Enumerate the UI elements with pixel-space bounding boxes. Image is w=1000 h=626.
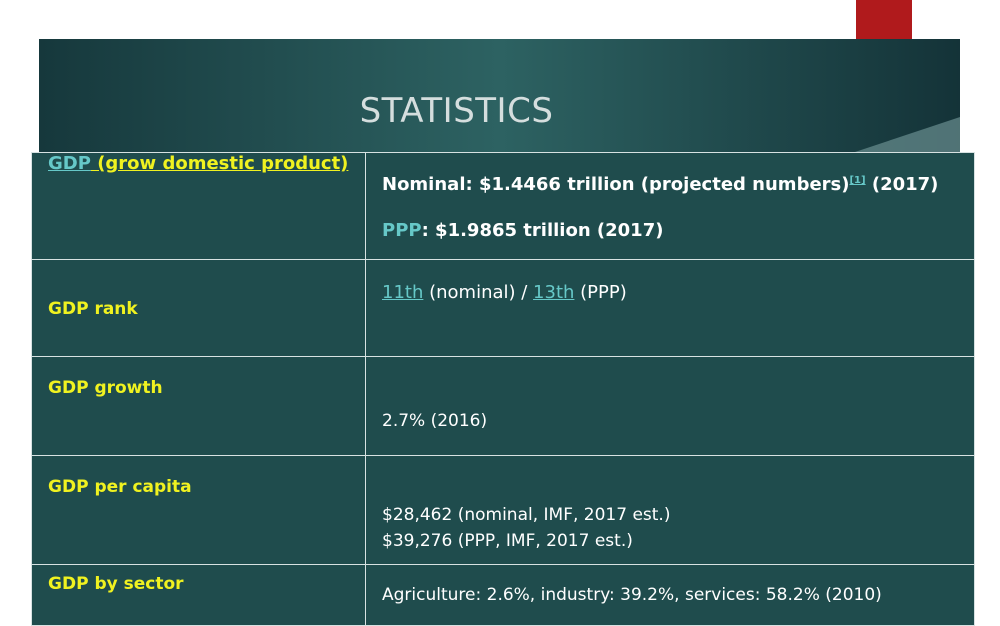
- gdp-per-capita-label-cell: GDP per capita: [31, 455, 366, 565]
- gdp-by-sector-label-cell: GDP by sector: [31, 564, 366, 626]
- table-row-gdp-per-capita: GDP per capita $28,462 (nominal, IMF, 20…: [31, 455, 975, 565]
- gdp-per-capita-nominal: $28,462 (nominal, IMF, 2017 est.): [382, 505, 671, 525]
- gdp-per-capita-ppp: $39,276 (PPP, IMF, 2017 est.): [382, 531, 633, 551]
- gdp-by-sector-value-cell: Agriculture: 2.6%, industry: 39.2%, serv…: [365, 564, 975, 626]
- rank-nominal-text: (nominal) /: [423, 282, 534, 303]
- rank-nominal-link[interactable]: 11th: [382, 282, 424, 303]
- gdp-full-name-link[interactable]: (grow domestic product): [90, 153, 349, 174]
- gdp-nominal-text: Nominal: $1.4466 trillion (projected num…: [382, 174, 850, 195]
- gdp-link[interactable]: GDP: [48, 153, 91, 174]
- gdp-growth-value-cell: 2.7% (2016): [365, 356, 975, 456]
- gdp-growth-label: GDP growth: [48, 378, 163, 398]
- gdp-rank-label: GDP rank: [48, 298, 138, 319]
- table-row-gdp-growth: GDP growth 2.7% (2016): [31, 356, 975, 456]
- table-row-gdp-rank: GDP rank 11th (nominal) / 13th (PPP): [31, 259, 975, 357]
- gdp-ppp-line: PPP: $1.9865 trillion (2017): [382, 218, 958, 244]
- citation-link[interactable]: [1]: [849, 175, 866, 186]
- table-row-gdp-by-sector: GDP by sector Agriculture: 2.6%, industr…: [31, 564, 975, 626]
- gdp-by-sector-value: Agriculture: 2.6%, industry: 39.2%, serv…: [382, 585, 882, 605]
- gdp-ppp-value: : $1.9865 trillion (2017): [421, 220, 664, 241]
- gdp-per-capita-label: GDP per capita: [48, 477, 192, 497]
- slide-title: STATISTICS: [359, 91, 554, 131]
- gdp-label-cell: GDP (grow domestic product): [31, 152, 366, 260]
- gdp-rank-label-cell: GDP rank: [31, 259, 366, 357]
- gdp-growth-value: 2.7% (2016): [382, 411, 488, 431]
- gdp-nominal-line: Nominal: $1.4466 trillion (projected num…: [382, 168, 958, 198]
- gdp-value-cell: Nominal: $1.4466 trillion (projected num…: [365, 152, 975, 260]
- ppp-link[interactable]: PPP: [382, 220, 422, 241]
- table-row-gdp: GDP (grow domestic product) Nominal: $1.…: [31, 152, 975, 260]
- rank-ppp-text: (PPP): [574, 282, 627, 303]
- gdp-by-sector-label: GDP by sector: [48, 574, 184, 594]
- rank-ppp-link[interactable]: 13th: [533, 282, 575, 303]
- gdp-per-capita-value-cell: $28,462 (nominal, IMF, 2017 est.) $39,27…: [365, 455, 975, 565]
- statistics-table: GDP (grow domestic product) Nominal: $1.…: [31, 152, 975, 626]
- gdp-growth-label-cell: GDP growth: [31, 356, 366, 456]
- gdp-rank-value-cell: 11th (nominal) / 13th (PPP): [365, 259, 975, 357]
- title-banner: STATISTICS: [39, 39, 960, 152]
- gdp-nominal-year: (2017): [865, 174, 939, 195]
